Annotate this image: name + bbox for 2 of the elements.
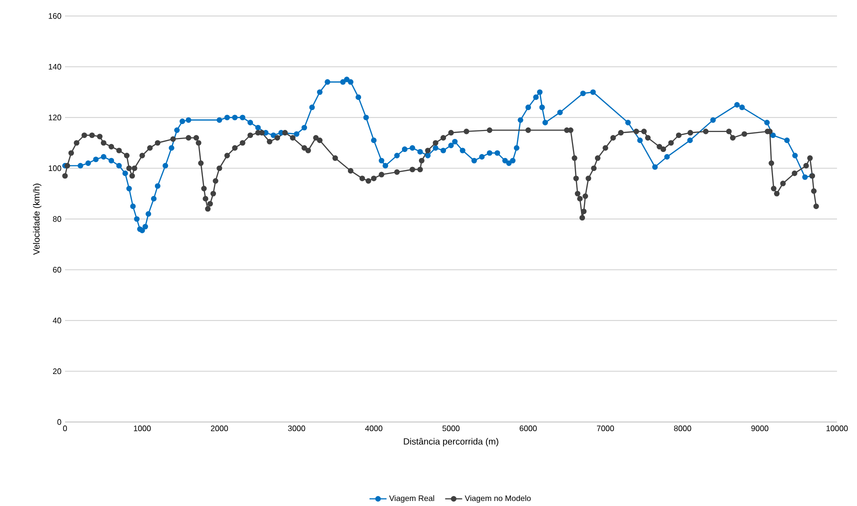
y-axis-title: Velocidade (km/h) — [32, 183, 42, 255]
x-axis-title: Distância percorrida (m) — [404, 438, 498, 446]
